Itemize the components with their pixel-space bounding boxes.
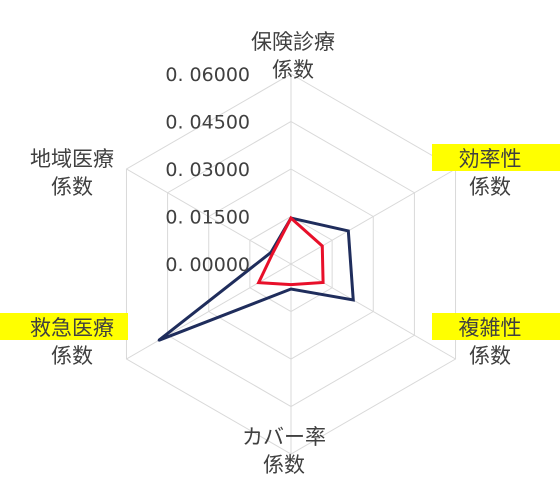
axis-label-highlight-2 xyxy=(432,144,560,171)
axis-label-5-line-2: 係数 xyxy=(51,344,93,368)
axis-label-5-line-1: 救急医療 xyxy=(30,316,114,340)
axis-label-1-line-2: 係数 xyxy=(272,58,314,82)
axis-label-6-line-1: 地域医療 xyxy=(30,147,114,171)
axis-label-3-line-1: 複雑性 xyxy=(459,316,522,340)
axis-label-6-line-2: 係数 xyxy=(51,175,93,199)
series-2-point-1 xyxy=(289,216,293,220)
tick-label-layer: 0. 00000 0. 01500 0. 03000 0. 04500 0. 06000 xyxy=(165,64,250,276)
axis-label-4-line-1: カバー率 xyxy=(242,425,326,449)
axis-label-highlight-3 xyxy=(432,313,560,340)
axis-label-1-line-1: 保険診療 xyxy=(251,30,335,54)
spoke-line-5 xyxy=(126,263,292,360)
series-layer xyxy=(157,215,355,342)
tick-label-5: 0. 06000 xyxy=(165,64,250,86)
tick-label-2: 0. 01500 xyxy=(165,207,250,229)
series-2-point-2 xyxy=(321,244,324,248)
spoke-layer xyxy=(126,74,456,454)
series-2-point-5 xyxy=(257,281,260,284)
axis-label-4-line-2: 係数 xyxy=(263,453,305,477)
spoke-line-2 xyxy=(290,168,456,265)
series-2-point-4 xyxy=(289,283,293,286)
series-1-point-3 xyxy=(352,298,355,302)
series-2-point-6 xyxy=(271,252,274,255)
axis-label-2-line-2: 係数 xyxy=(469,175,511,199)
tick-label-3: 0. 03000 xyxy=(165,159,250,181)
axis-label-highlight-5 xyxy=(0,313,128,340)
series-1-point-4 xyxy=(289,287,293,291)
tick-label-1: 0. 00000 xyxy=(165,254,250,276)
series-1-point-2 xyxy=(347,229,350,233)
series-2-point-3 xyxy=(321,281,325,284)
spoke-line-6 xyxy=(126,168,292,265)
axis-label-3-line-2: 係数 xyxy=(469,344,511,368)
series-1-point-5 xyxy=(157,339,161,342)
tick-label-4: 0. 04500 xyxy=(165,112,250,134)
axis-label-2-line-1: 効率性 xyxy=(459,147,522,171)
spoke-line-3 xyxy=(290,263,456,360)
